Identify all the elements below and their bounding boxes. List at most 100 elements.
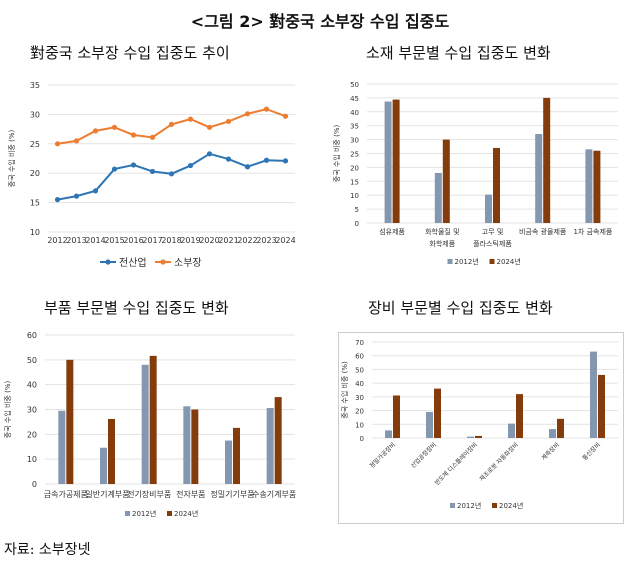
chart-2-bar (392, 99, 400, 223)
chart-3-bar (58, 410, 66, 484)
chart-1-x-tick-label: 2015 (104, 236, 124, 245)
chart-1-y-tick-label: 10 (30, 228, 40, 237)
chart-2-bar (585, 149, 593, 223)
chart-2-x-tick-label: 플라스틱제품 (473, 239, 512, 248)
chart-1-data-point (54, 197, 61, 203)
chart-2-y-tick-label: 5 (355, 206, 359, 214)
chart-2-x-tick-label: 비금속 광물제품 (519, 227, 567, 236)
chart-1-y-tick-label: 35 (30, 81, 40, 90)
chart-1-data-point (282, 158, 289, 164)
chart-3-legend-label: 2012년 (132, 509, 156, 518)
chart-2-bar (434, 172, 442, 223)
chart-1-data-point (187, 116, 194, 122)
chart-3-bar (100, 447, 107, 484)
chart-2-y-axis-label: 중국 수입 비중 (%) (332, 125, 341, 183)
chart-4-title: 장비 부문별 수입 집중도 변화 (368, 299, 553, 317)
chart-3-legend-label: 2024년 (174, 509, 198, 518)
chart-1-data-point (263, 106, 270, 112)
chart-1-data-point (206, 124, 213, 130)
chart-1-data-point (149, 168, 156, 175)
chart-2-bar (593, 150, 601, 223)
chart-3-x-tick-label: 일반기계부품 (85, 489, 129, 499)
chart-3-x-tick-label: 전자부품 (176, 489, 205, 499)
chart-4-x-tick-label: 계측장비 (540, 441, 561, 462)
chart-4-legend-swatch (450, 503, 455, 508)
chart-4-bar (557, 418, 564, 438)
chart-1-legend-label: 소부장 (174, 257, 202, 269)
chart-1-x-tick-label: 2016 (123, 236, 143, 245)
chart-4-bar (467, 436, 474, 438)
chart-1-y-tick-label: 25 (30, 140, 40, 149)
chart-3-y-tick-label: 30 (27, 406, 37, 415)
chart-1-data-point (168, 121, 175, 127)
chart-1-data-point (225, 118, 232, 125)
chart-4-bar (598, 374, 605, 438)
chart-2-x-tick-label: 화학제품 (429, 239, 455, 248)
chart-1-y-tick-label: 30 (30, 110, 40, 119)
chart-4-bar (590, 351, 597, 438)
chart-1-series-line (57, 152, 286, 201)
chart-1-x-tick-label: 2012 (47, 236, 67, 245)
chart-1-x-tick-label: 2023 (256, 236, 276, 245)
source-note: 자료: 소부장넷 (4, 542, 91, 558)
chart-2-y-tick-label: 40 (350, 109, 359, 117)
chart-3-legend-swatch (125, 511, 130, 516)
chart-3-bar (183, 406, 191, 484)
chart-1-x-tick-label: 2024 (275, 236, 295, 245)
chart-4-bar (508, 423, 515, 438)
chart-3-x-tick-label: 금속가공제품 (44, 490, 88, 499)
chart-1-legend-label: 전산업 (119, 256, 147, 269)
chart-1-x-tick-label: 2014 (85, 236, 105, 245)
chart-1-data-point (54, 141, 61, 147)
chart-1-data-point (73, 193, 80, 199)
chart-2-legend-swatch (447, 259, 453, 264)
chart-1-data-point (111, 124, 118, 130)
chart-1-y-axis-label: 중국 수입 비중 (%) (7, 130, 16, 188)
chart-1-x-tick-label: 2017 (142, 236, 162, 245)
chart-3-y-tick-label: 0 (32, 480, 37, 489)
chart-2-bar (493, 147, 500, 223)
chart-4-y-tick-label: 30 (355, 394, 364, 402)
chart-2-y-tick-label: 25 (350, 151, 359, 159)
chart-3-bar (141, 364, 149, 484)
chart-1-data-point (187, 162, 194, 169)
chart-3-x-tick-label: 전기장비부품 (127, 489, 171, 499)
chart-2-y-tick-label: 50 (350, 81, 359, 89)
chart-4-x-tick-label: 정밀가공장비 (368, 441, 397, 470)
chart-3-bar (266, 408, 274, 484)
chart-3-bar (108, 418, 115, 484)
chart-2-y-tick-label: 35 (350, 123, 359, 131)
chart-2-y-tick-label: 15 (350, 178, 359, 186)
chart-1-data-point (111, 166, 118, 172)
chart-1-data-point (206, 151, 213, 157)
chart-2-legend-label: 2024년 (497, 257, 521, 266)
chart-1-data-point (92, 128, 99, 134)
chart-2-bar (543, 97, 551, 223)
chart-4-x-tick-label: 제조로봇 자동화장비 (478, 441, 520, 483)
chart-4-x-tick-label: 반도체 디스플레이장비 (433, 441, 479, 487)
chart-1-title: 對중국 소부장 수입 집중도 추이 (30, 44, 230, 62)
chart-4-legend-label: 2024년 (499, 501, 523, 510)
chart-4-frame (338, 332, 624, 524)
chart-2-bar (535, 134, 543, 223)
chart-2-x-tick-label: 고무 및 (482, 228, 504, 236)
chart-1-y-tick-label: 15 (30, 199, 40, 208)
chart-1-data-point (244, 164, 251, 170)
chart-4-y-tick-label: 20 (355, 408, 364, 416)
chart-3-y-tick-label: 60 (27, 331, 37, 340)
chart-1-data-point (263, 157, 270, 163)
chart-3-x-tick-label: 정밀기기부품 (210, 489, 254, 499)
chart-4-legend-swatch (492, 503, 497, 508)
chart-4-y-axis-label: 중국 수입 비중 (%) (340, 361, 349, 419)
chart-2-legend-swatch (489, 259, 495, 264)
chart-4-y-tick-label: 10 (355, 421, 364, 429)
chart-2-y-tick-label: 0 (355, 220, 359, 228)
chart-3-bar (149, 355, 157, 484)
chart-2-bar (384, 101, 392, 223)
chart-4-legend-label: 2012년 (457, 501, 481, 510)
chart-1-data-point (149, 134, 156, 140)
chart-2-bar (485, 194, 492, 223)
chart-2-x-tick-label: 화학물질 및 (425, 227, 459, 236)
chart-2-x-tick-label: 섬유제품 (379, 227, 405, 236)
